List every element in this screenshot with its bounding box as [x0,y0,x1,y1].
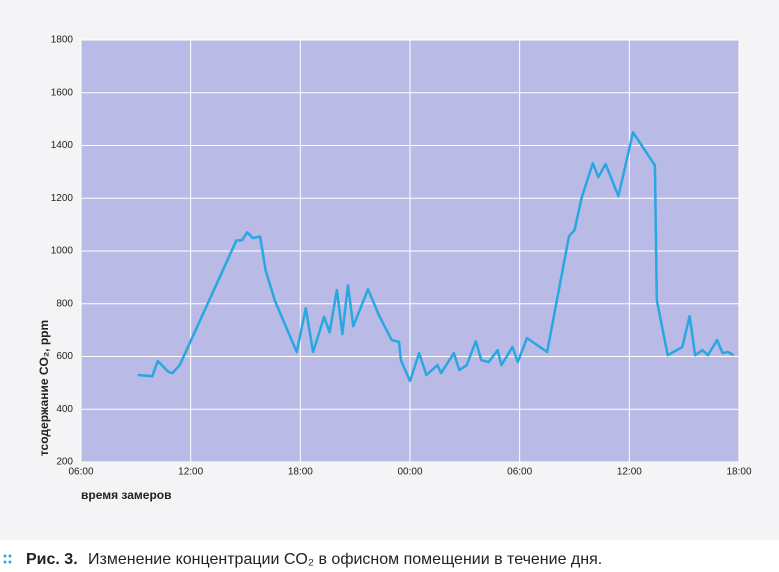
x-axis-label: время замеров [81,488,172,502]
caption: Изменение концентрации CO₂ в офисном пом… [88,551,602,568]
x-tick-label: 00:00 [397,467,422,478]
y-tick-label: 1600 [51,87,74,98]
x-tick-label: 12:00 [178,467,203,478]
caption-prefix: Рис. 3. [26,551,78,568]
y-tick-label: 1000 [51,246,74,257]
y-tick-label: 600 [56,351,73,362]
x-tick-label: 06:00 [68,467,93,478]
x-tick-label: 18:00 [288,467,313,478]
y-axis-label: тсодержание CO₂, ppm [37,320,51,456]
x-tick-label: 18:00 [726,467,751,478]
x-tick-label: 12:00 [617,467,642,478]
y-tick-label: 1800 [51,35,74,46]
y-tick-label: 1200 [51,193,74,204]
x-tick-label: 06:00 [507,467,532,478]
y-tick-label: 400 [56,404,73,415]
y-tick-label: 1400 [51,140,74,151]
y-tick-label: 800 [56,298,73,309]
caption-icon [3,554,12,564]
data-line [137,131,735,383]
y-tick-label: 200 [56,457,73,468]
